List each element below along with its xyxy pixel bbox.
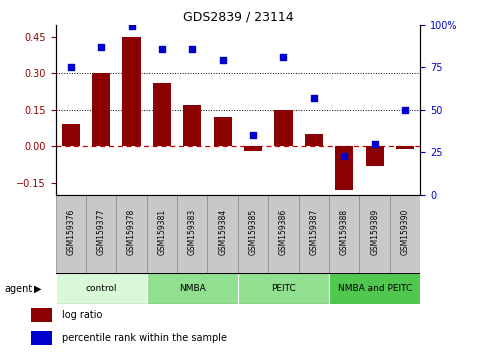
Text: GSM159387: GSM159387 bbox=[309, 209, 318, 255]
Text: control: control bbox=[85, 284, 117, 293]
Bar bbox=[390, 195, 420, 273]
Point bbox=[371, 141, 379, 147]
Text: GSM159386: GSM159386 bbox=[279, 209, 288, 255]
Text: GSM159384: GSM159384 bbox=[218, 209, 227, 255]
Bar bbox=[56, 273, 147, 304]
Point bbox=[401, 107, 409, 113]
Bar bbox=[153, 83, 171, 146]
Bar bbox=[122, 37, 141, 146]
Text: percentile rank within the sample: percentile rank within the sample bbox=[62, 333, 227, 343]
Bar bbox=[116, 195, 147, 273]
Bar bbox=[244, 146, 262, 151]
Bar bbox=[329, 273, 420, 304]
Text: NMBA: NMBA bbox=[179, 284, 206, 293]
Text: ▶: ▶ bbox=[34, 284, 42, 293]
Bar bbox=[56, 195, 86, 273]
Text: GSM159389: GSM159389 bbox=[370, 209, 379, 255]
Bar bbox=[31, 308, 52, 322]
Text: GSM159378: GSM159378 bbox=[127, 209, 136, 255]
Bar bbox=[147, 195, 177, 273]
Bar bbox=[274, 110, 293, 146]
Bar bbox=[396, 146, 414, 149]
Bar bbox=[298, 195, 329, 273]
Point bbox=[158, 46, 166, 51]
Point bbox=[97, 44, 105, 50]
Point bbox=[280, 54, 287, 60]
Bar bbox=[335, 146, 354, 190]
Point bbox=[310, 95, 318, 101]
Bar bbox=[92, 73, 110, 146]
Text: log ratio: log ratio bbox=[62, 310, 102, 320]
Point bbox=[341, 153, 348, 159]
Text: GSM159383: GSM159383 bbox=[188, 209, 197, 255]
Text: GSM159376: GSM159376 bbox=[66, 209, 75, 255]
Point bbox=[67, 64, 74, 70]
Bar bbox=[366, 146, 384, 166]
Bar bbox=[86, 195, 116, 273]
Bar bbox=[208, 195, 238, 273]
Title: GDS2839 / 23114: GDS2839 / 23114 bbox=[183, 11, 293, 24]
Text: GSM159388: GSM159388 bbox=[340, 209, 349, 255]
Bar bbox=[31, 331, 52, 345]
Bar bbox=[329, 195, 359, 273]
Bar bbox=[238, 195, 268, 273]
Text: GSM159390: GSM159390 bbox=[400, 209, 410, 255]
Point bbox=[249, 132, 257, 138]
Point bbox=[188, 46, 196, 51]
Bar bbox=[268, 195, 298, 273]
Bar bbox=[183, 105, 201, 146]
Bar bbox=[213, 117, 232, 146]
Point bbox=[128, 24, 135, 29]
Bar bbox=[177, 195, 208, 273]
Text: GSM159377: GSM159377 bbox=[97, 209, 106, 255]
Bar bbox=[359, 195, 390, 273]
Text: GSM159385: GSM159385 bbox=[249, 209, 257, 255]
Text: GSM159381: GSM159381 bbox=[157, 209, 167, 255]
Text: NMBA and PEITC: NMBA and PEITC bbox=[338, 284, 412, 293]
Bar bbox=[62, 124, 80, 146]
Bar bbox=[147, 273, 238, 304]
Text: agent: agent bbox=[5, 284, 33, 293]
Text: PEITC: PEITC bbox=[271, 284, 296, 293]
Bar bbox=[238, 273, 329, 304]
Bar bbox=[305, 134, 323, 146]
Point bbox=[219, 58, 227, 63]
